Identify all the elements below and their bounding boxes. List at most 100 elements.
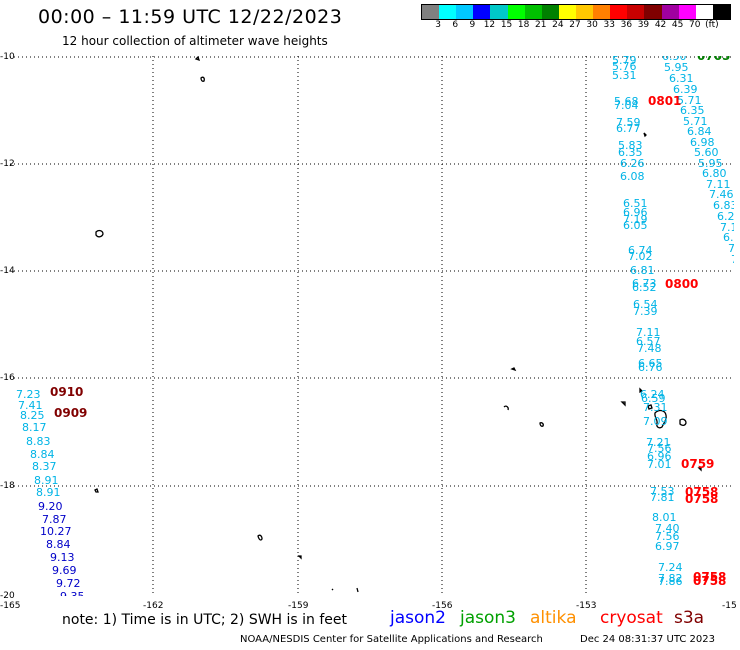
wave-height-value: 7.41	[18, 399, 43, 412]
wave-height-value: 6.08	[620, 170, 645, 183]
wave-height-value: 7.56	[655, 530, 680, 543]
wave-height-value: 6.23	[723, 231, 734, 244]
wave-height-value: 10.27	[40, 525, 72, 538]
longitude-label: -156	[432, 601, 453, 611]
wave-height-value: 8.01	[652, 511, 677, 524]
wave-height-value: 7.	[731, 253, 734, 266]
wave-height-value: 7.24	[658, 561, 683, 574]
wave-height-value: 6.35	[680, 104, 705, 117]
scale-label: 42	[654, 20, 667, 30]
scale-swatch-5	[507, 5, 525, 19]
wave-height-value: 6.05	[623, 219, 648, 232]
island	[297, 555, 302, 560]
wave-height-value: 5.76	[612, 60, 637, 73]
island	[620, 401, 626, 407]
wave-height-value: 6.80	[702, 167, 727, 180]
wave-height-value: 6.57	[636, 335, 661, 348]
wave-height-value: 6.98	[690, 136, 715, 149]
wave-height-value: 6.84	[687, 125, 712, 138]
wave-height-value: 7.59	[616, 116, 641, 129]
footer-note: note: 1) Time is in UTC; 2) SWH is in fe…	[62, 612, 348, 628]
wave-height-value: 5.31	[612, 69, 637, 82]
wave-height-value: 6.59	[641, 392, 666, 405]
legend-item-cryosat: cryosat	[600, 608, 663, 628]
wave-height-value: 8.25	[20, 409, 45, 422]
scale-swatch-4	[490, 5, 508, 19]
scale-label: (ft)	[705, 20, 719, 30]
island	[647, 404, 653, 410]
island	[510, 367, 517, 372]
pass-time-label: 0758	[685, 492, 718, 506]
island	[643, 132, 647, 138]
latitude-label: -10	[0, 52, 15, 62]
wave-height-value: 6.73	[632, 277, 657, 290]
wave-height-value: 5.83	[618, 139, 643, 152]
generated-timestamp: Dec 24 08:31:37 UTC 2023	[580, 634, 715, 645]
wave-height-value: 6.24	[640, 388, 665, 401]
island	[539, 422, 544, 427]
wave-height-value: 5.95	[698, 157, 723, 170]
pass-time-label: 0910	[50, 385, 83, 399]
wave-height-value: 6.50	[662, 56, 687, 63]
wave-height-value: 6.26	[620, 157, 645, 170]
pass-time-label: 0758	[685, 485, 718, 499]
scale-label: 15	[500, 20, 513, 30]
scale-swatch-16	[695, 5, 713, 19]
islands	[94, 56, 702, 593]
scale-swatch-10	[593, 5, 611, 19]
wave-height-value: 7.09	[643, 415, 668, 428]
latitude-label: -20	[0, 591, 15, 601]
scale-swatch-13	[644, 5, 662, 19]
wave-height-value: 7.23	[16, 388, 41, 401]
scale-label: 12	[483, 20, 496, 30]
latitude-label: -12	[0, 159, 15, 169]
scale-swatch-3	[473, 5, 491, 19]
scale-label: 3	[435, 20, 441, 30]
map-title: 00:00 – 11:59 UTC 12/22/2023	[38, 6, 343, 28]
scale-label: 70	[689, 20, 701, 30]
scale-label: 21	[535, 20, 547, 30]
wave-height-value: 6.65	[638, 357, 663, 370]
wave-height-value: 6.83	[713, 199, 734, 212]
scale-swatch-0	[422, 5, 440, 19]
wave-height-value: 7.87	[42, 513, 67, 526]
scale-label: 45	[671, 20, 684, 30]
wave-height-value: 7.81	[650, 491, 675, 504]
latitude-label: -18	[0, 481, 15, 491]
wave-height-value: 7.31	[643, 401, 668, 414]
scale-label: 36	[620, 20, 633, 30]
latitude-label: -16	[0, 373, 15, 383]
wave-height-value: 6.81	[630, 264, 655, 277]
wave-height-value: 7.46	[709, 188, 734, 201]
scale-label: 27	[569, 20, 581, 30]
scale-swatch-7	[541, 5, 559, 19]
lat-lon-grid	[10, 56, 734, 596]
scale-label: 30	[586, 20, 598, 30]
wave-height-value: 5.71	[677, 94, 702, 107]
scale-label: 6	[452, 20, 459, 30]
wave-height-value: 7.19	[623, 213, 648, 226]
island	[95, 229, 104, 238]
wave-height-value: 7.0	[728, 242, 734, 255]
wave-height-value: 6.76	[638, 361, 663, 374]
island	[679, 418, 687, 427]
wave-height-value: 6.39	[673, 83, 698, 96]
longitude-label: -15	[722, 601, 737, 611]
longitude-label: -153	[576, 601, 597, 611]
latitude-label: -14	[0, 266, 15, 276]
wave-height-value: 7.21	[646, 436, 671, 449]
pass-time-label: 0800	[665, 277, 698, 291]
wave-height-value: 8.17	[22, 421, 47, 434]
wave-height-value: 6.24	[717, 210, 734, 223]
credit-line: NOAA/NESDIS Center for Satellite Applica…	[240, 634, 543, 645]
wave-height-value: 6.74	[628, 244, 653, 257]
pass-time-label: 0705	[697, 56, 730, 63]
pass-time-label: 0758	[693, 574, 726, 588]
wave-height-value: 8.91	[34, 474, 59, 487]
observations: 5.795.765.315.687.047.596.775.836.356.26…	[16, 56, 734, 596]
wave-height-value: 8.83	[26, 435, 51, 448]
scale-label: 24	[552, 20, 564, 30]
longitude-label: -159	[288, 601, 309, 611]
longitude-label: -162	[143, 601, 164, 611]
scale-swatch-6	[524, 5, 542, 19]
